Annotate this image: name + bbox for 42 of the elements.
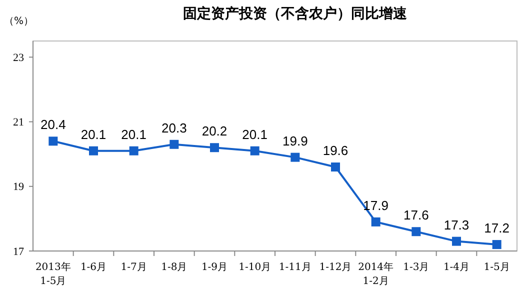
data-label: 17.9 xyxy=(363,198,388,213)
data-label: 20.4 xyxy=(40,117,66,132)
data-label: 17.3 xyxy=(444,217,470,232)
y-tick-label: 21 xyxy=(13,116,24,129)
data-label: 20.2 xyxy=(202,124,228,139)
y-tick-label: 23 xyxy=(13,52,24,64)
x-tick-label: 2014年 1-2月 xyxy=(358,261,394,287)
y-axis-title: （%） xyxy=(4,16,34,27)
x-tick-label: 1-9月 xyxy=(201,262,228,273)
point xyxy=(210,143,219,152)
chart-title: 固定资产投资（不含农户）同比增速 xyxy=(183,5,408,22)
point xyxy=(371,217,380,226)
y-tick-label: 17 xyxy=(13,246,24,258)
data-label: 20.1 xyxy=(80,126,106,142)
x-tick-label: 1-3月 xyxy=(403,262,430,273)
point xyxy=(452,236,461,246)
data-label: 19.9 xyxy=(282,133,308,148)
x-tick-label: 1-8月 xyxy=(161,262,188,273)
x-tick-label: 1-4月 xyxy=(443,262,470,273)
x-tick-label: 1-5月 xyxy=(484,262,510,273)
point xyxy=(129,146,138,156)
x-tick-label: 1-6月 xyxy=(80,262,107,273)
point xyxy=(492,240,502,250)
point xyxy=(331,162,340,172)
x-tick-label: 1-12月 xyxy=(319,262,352,273)
point xyxy=(250,146,260,156)
point xyxy=(290,152,300,162)
point xyxy=(412,227,421,236)
point xyxy=(48,136,58,146)
x-tick-label: 1-11月 xyxy=(278,262,312,273)
data-label: 17.6 xyxy=(404,208,429,223)
x-tick-label: 2013年 1-5月 xyxy=(35,261,71,287)
data-label: 20.1 xyxy=(121,126,146,142)
data-label: 20.3 xyxy=(162,120,187,136)
data-label: 20.1 xyxy=(242,126,268,142)
x-tick-label: 1-10月 xyxy=(238,262,272,273)
data-label: 17.2 xyxy=(484,220,510,236)
point xyxy=(89,146,98,156)
y-tick-label: 19 xyxy=(13,181,24,194)
point xyxy=(170,140,179,149)
data-label: 19.6 xyxy=(322,143,348,158)
x-tick-label: 1-7月 xyxy=(120,262,147,273)
